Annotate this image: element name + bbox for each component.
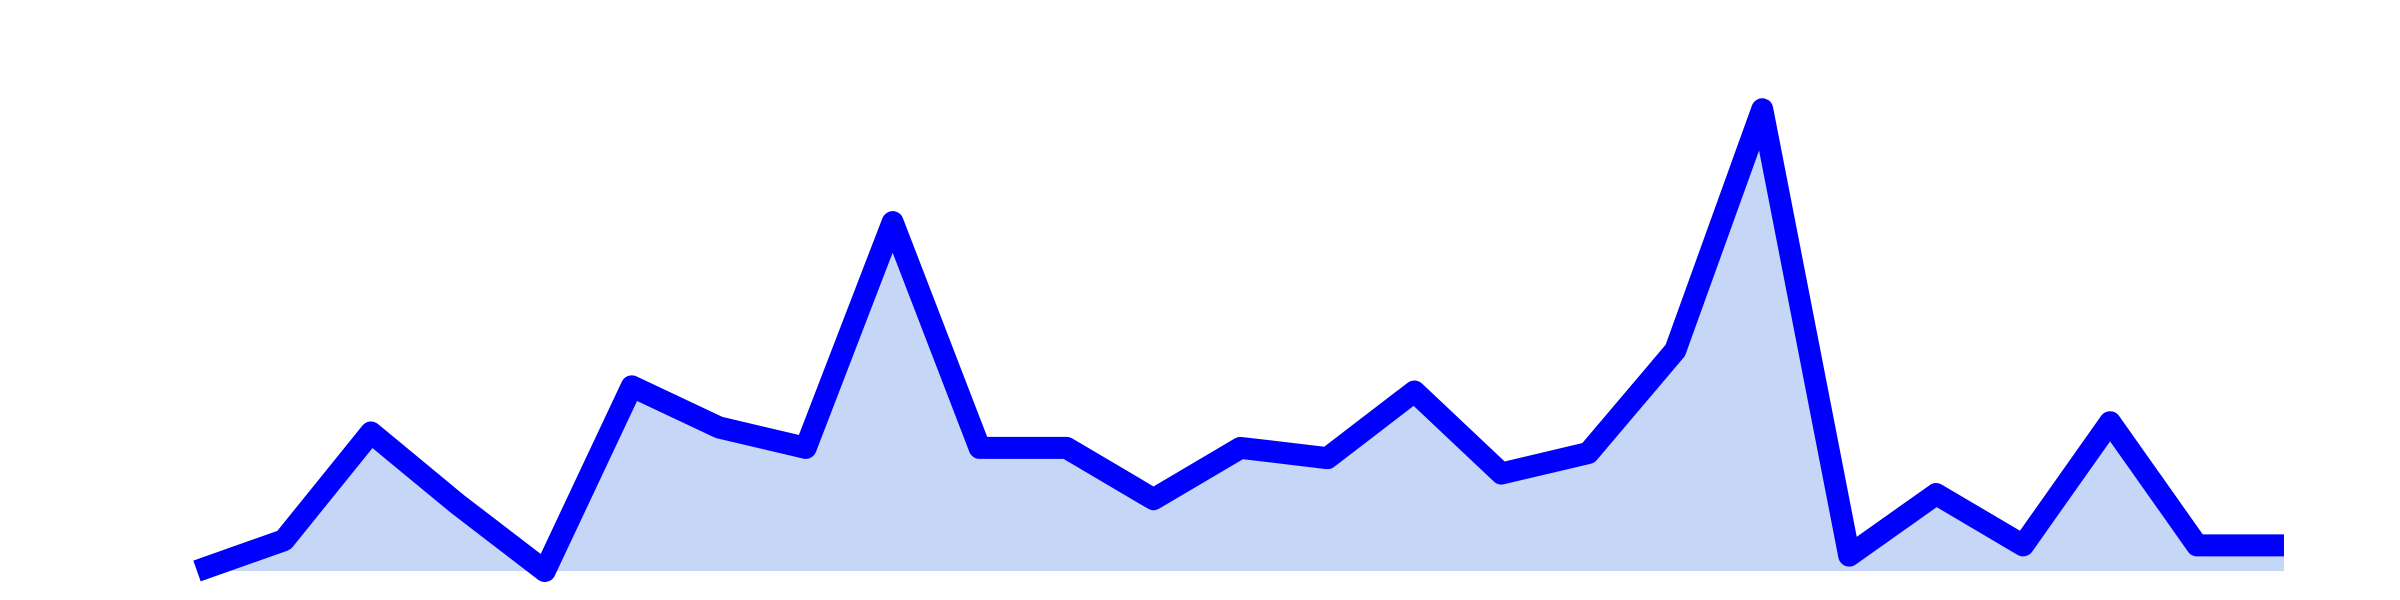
area-fill xyxy=(197,109,2284,572)
data-point xyxy=(1403,380,1425,402)
data-point xyxy=(447,493,469,515)
data-point xyxy=(795,437,817,459)
data-point xyxy=(708,416,730,438)
series-line xyxy=(193,98,2284,582)
data-point xyxy=(1577,442,1599,464)
data-point xyxy=(2186,534,2208,556)
data-point xyxy=(2012,534,2034,556)
data-point xyxy=(186,560,208,582)
data-point xyxy=(1751,98,1773,120)
data-point xyxy=(621,375,643,397)
data-point xyxy=(1838,545,1860,567)
data-point xyxy=(2273,534,2295,556)
data-point xyxy=(969,437,991,459)
data-point xyxy=(1490,463,1512,485)
data-point xyxy=(273,529,295,551)
data-point xyxy=(1143,488,1165,510)
data-point xyxy=(1316,447,1338,469)
area-layer xyxy=(197,109,2284,572)
data-point xyxy=(1230,437,1252,459)
data-point xyxy=(360,421,382,443)
data-point xyxy=(1925,483,1947,505)
data-point xyxy=(1664,339,1686,361)
data-point xyxy=(534,560,556,582)
data-point xyxy=(1056,437,1078,459)
line-layer xyxy=(193,98,2284,582)
data-point xyxy=(882,211,904,233)
data-point xyxy=(2099,411,2121,433)
